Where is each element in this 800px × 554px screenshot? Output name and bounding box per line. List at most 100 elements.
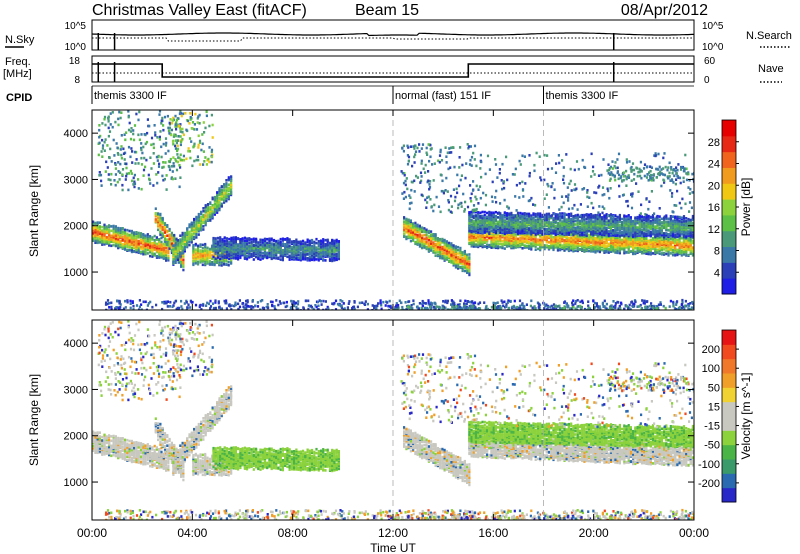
power-cell bbox=[272, 254, 276, 257]
nsky-left-label: N.Sky bbox=[5, 34, 35, 46]
power-cell bbox=[457, 252, 460, 255]
power-cell bbox=[550, 241, 553, 245]
power-cell bbox=[536, 212, 540, 215]
power-cell bbox=[121, 243, 124, 246]
power-cell bbox=[556, 233, 559, 237]
power-cell bbox=[182, 260, 185, 263]
power-cell bbox=[483, 225, 486, 228]
power-cell bbox=[168, 247, 171, 250]
power-cell bbox=[561, 230, 564, 233]
power-cell bbox=[525, 246, 528, 249]
power-cell bbox=[625, 250, 628, 254]
power-cell bbox=[432, 233, 435, 236]
power-cell bbox=[324, 243, 327, 246]
power-cell bbox=[144, 239, 147, 243]
power-cell bbox=[501, 223, 504, 226]
power-cell bbox=[616, 249, 619, 253]
power-cell bbox=[483, 210, 486, 214]
power-cell bbox=[490, 229, 493, 233]
power-cell bbox=[232, 248, 235, 251]
power-cell bbox=[241, 244, 244, 248]
power-cell bbox=[472, 219, 475, 223]
power-cell bbox=[514, 244, 517, 247]
power-cell bbox=[206, 252, 209, 256]
power-cell bbox=[186, 245, 189, 249]
power-cell bbox=[302, 250, 305, 254]
power-cell bbox=[543, 246, 546, 250]
power-cell bbox=[252, 237, 255, 241]
power-cell bbox=[223, 194, 226, 197]
power-cell bbox=[443, 254, 446, 257]
power-cell bbox=[241, 241, 244, 244]
power-cell bbox=[241, 249, 244, 253]
power-cell bbox=[223, 189, 226, 192]
power-cell bbox=[587, 235, 590, 239]
power-cell bbox=[682, 250, 686, 254]
power-cell bbox=[275, 247, 278, 251]
power-cell bbox=[505, 230, 509, 233]
power-cell bbox=[596, 238, 599, 242]
power-cell bbox=[284, 251, 287, 254]
power-cell bbox=[494, 242, 497, 246]
power-cell bbox=[409, 229, 412, 233]
power-cell bbox=[284, 248, 287, 252]
power-cell bbox=[443, 248, 446, 252]
power-cell bbox=[297, 250, 300, 254]
power-cell bbox=[459, 265, 462, 269]
power-cell bbox=[275, 257, 278, 260]
power-cell bbox=[441, 252, 444, 255]
power-cell bbox=[521, 213, 524, 217]
power-cell bbox=[667, 247, 670, 251]
power-cell bbox=[416, 235, 419, 238]
power-cell bbox=[225, 189, 228, 192]
power-cell bbox=[441, 254, 444, 258]
power-cell bbox=[514, 240, 517, 243]
power-cell bbox=[137, 242, 140, 245]
power-cell bbox=[295, 246, 298, 250]
power-cell bbox=[448, 246, 451, 250]
power-cell bbox=[243, 245, 246, 248]
power-cell bbox=[176, 250, 180, 253]
power-cell bbox=[561, 224, 564, 228]
power-cell bbox=[423, 237, 426, 241]
power-cell bbox=[308, 252, 311, 256]
power-cell bbox=[213, 262, 216, 266]
power-cell bbox=[434, 251, 437, 255]
power-cell bbox=[570, 221, 573, 225]
power-cell bbox=[126, 232, 129, 236]
power-cell bbox=[94, 237, 97, 240]
power-cell bbox=[565, 213, 568, 216]
power-cell bbox=[135, 245, 138, 249]
power-cell bbox=[317, 242, 320, 245]
power-cell bbox=[625, 246, 628, 249]
power-cell bbox=[519, 227, 522, 231]
power-cell bbox=[227, 192, 230, 196]
power-cell bbox=[237, 257, 240, 261]
power-cell bbox=[223, 239, 226, 243]
power-cell bbox=[492, 244, 495, 248]
power-cell bbox=[218, 187, 221, 190]
power-cell bbox=[144, 236, 147, 239]
power-cell bbox=[172, 251, 175, 255]
power-cell bbox=[565, 236, 568, 240]
power-cell bbox=[671, 245, 675, 249]
power-cell bbox=[306, 257, 309, 260]
power-cell bbox=[530, 238, 533, 241]
power-cell bbox=[246, 244, 249, 248]
power-cell bbox=[636, 235, 639, 239]
power-cell bbox=[536, 241, 540, 245]
power-cell bbox=[523, 223, 526, 227]
power-cell bbox=[172, 254, 175, 257]
power-cell bbox=[159, 230, 162, 234]
power-cell bbox=[667, 237, 670, 240]
power-cell bbox=[510, 218, 513, 221]
power-cell bbox=[313, 247, 316, 251]
power-cell bbox=[425, 230, 428, 234]
power-cell bbox=[682, 238, 686, 242]
power-cell bbox=[427, 229, 430, 233]
power-cell bbox=[218, 259, 221, 262]
power-cell bbox=[421, 238, 424, 242]
power-cell bbox=[660, 240, 663, 244]
power-cell bbox=[161, 232, 164, 235]
power-cell bbox=[669, 237, 672, 240]
